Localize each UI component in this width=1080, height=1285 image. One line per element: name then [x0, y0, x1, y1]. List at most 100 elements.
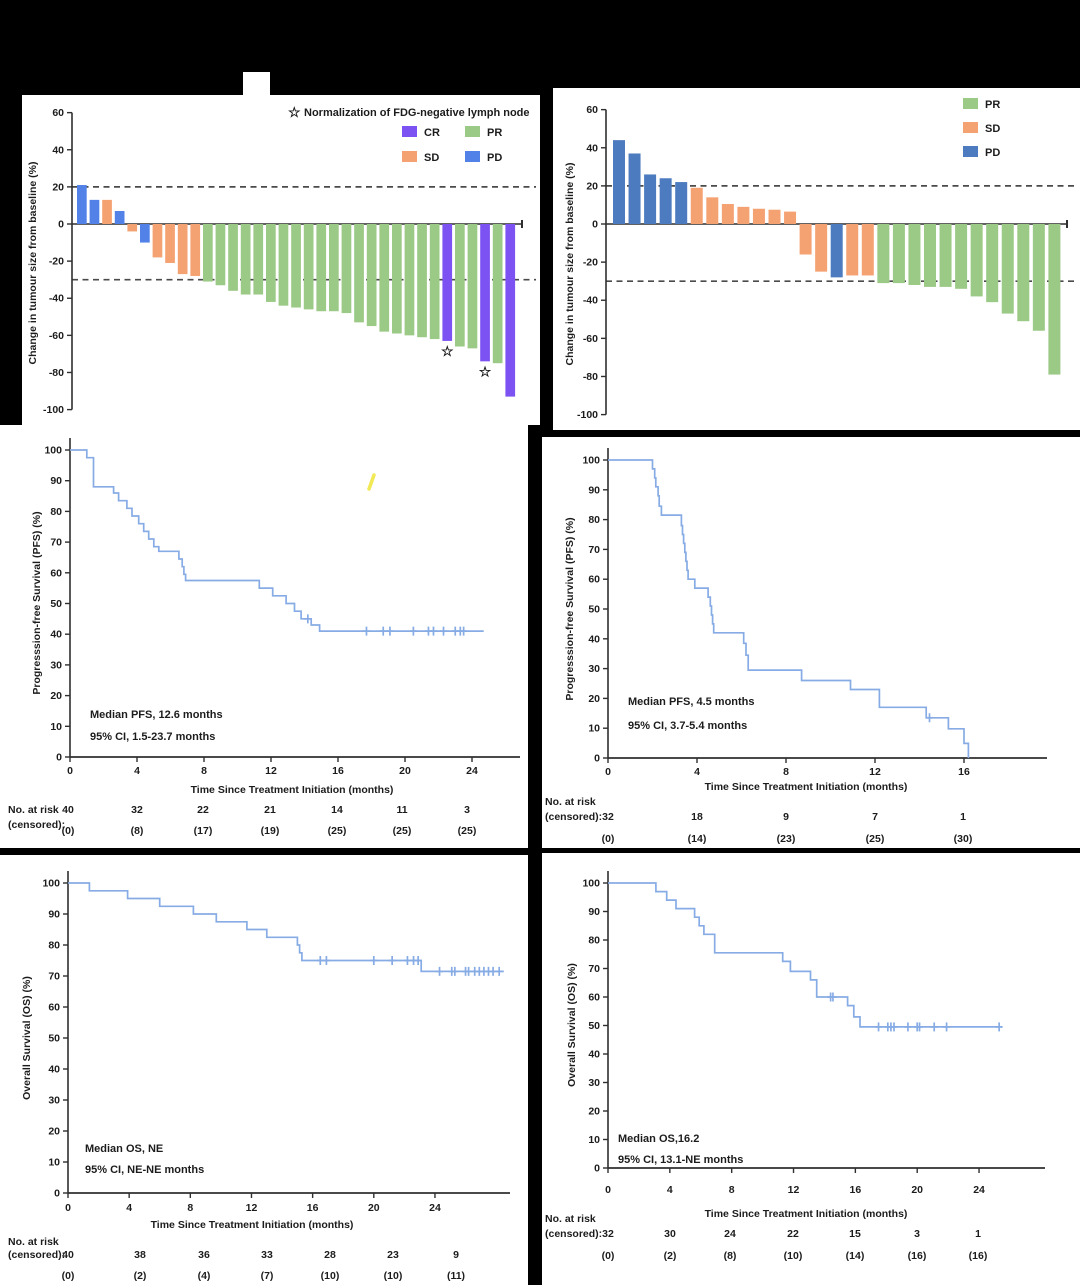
y-tick-label: 40 — [588, 633, 600, 645]
y-tick-label: 20 — [52, 181, 64, 193]
bar-pr — [366, 224, 377, 327]
bar-pr — [266, 224, 276, 302]
legend-label-pr: PR — [985, 99, 1000, 111]
risk-count: 9 — [783, 811, 789, 823]
bar-cr — [442, 224, 453, 341]
y-tick-label: 60 — [586, 104, 598, 116]
risk-count: 32 — [131, 804, 143, 816]
risk-table-label: (censored): — [545, 811, 602, 823]
x-tick-label: 24 — [466, 765, 478, 777]
legend-swatch-sd — [963, 122, 978, 133]
risk-count: 33 — [261, 1249, 273, 1261]
x-tick-label: 0 — [65, 1202, 71, 1214]
bar-pr — [417, 224, 427, 338]
risk-count: 3 — [914, 1228, 920, 1240]
yellow-pen-mark — [367, 473, 376, 491]
median-annotation: Median OS, NE — [85, 1143, 163, 1155]
y-tick-label: 0 — [58, 219, 64, 231]
y-tick-label: 50 — [48, 1033, 60, 1045]
y-axis-label: Progresssion-free Survival (PFS) (%) — [31, 511, 43, 694]
bar-pr — [1032, 224, 1045, 331]
bar-pd — [114, 211, 125, 224]
y-tick-label: 100 — [582, 878, 600, 890]
x-tick-label: 12 — [788, 1184, 800, 1196]
bar-pr — [291, 224, 301, 308]
risk-table-label: (censored): — [545, 1228, 602, 1240]
risk-count: 28 — [324, 1249, 336, 1261]
y-tick-label: 30 — [588, 1077, 600, 1089]
y-tick-label: 60 — [48, 1002, 60, 1014]
legend-label-pd: PD — [985, 147, 1000, 159]
bar-pr — [203, 224, 213, 282]
bar-sd — [846, 224, 859, 276]
x-axis-label: Time Since Treatment Initiation (months) — [705, 1208, 908, 1220]
y-tick-label: 50 — [588, 1020, 600, 1032]
bar-pd — [140, 224, 150, 243]
star-icon: ☆ — [288, 104, 301, 120]
risk-count: 30 — [664, 1228, 676, 1240]
p-waterfall-right-svg: 60 40 20 0 -20 -40 -60 -80 -100 PR SD PD Change in t… — [564, 98, 1077, 421]
y-tick-label: -40 — [583, 295, 598, 307]
bar-pr — [492, 224, 503, 364]
legend-label-pr: PR — [487, 127, 502, 139]
median-annotation: Median PFS, 12.6 months — [90, 709, 223, 721]
y-tick-label: 10 — [588, 723, 600, 735]
risk-count: 14 — [331, 804, 343, 816]
legend-swatch-pd — [465, 151, 480, 162]
y-tick-label: 30 — [48, 1095, 60, 1107]
x-tick-label: 8 — [783, 766, 789, 778]
risk-censored: (25) — [393, 825, 412, 837]
bar-pr — [939, 224, 952, 287]
risk-count: 40 — [62, 804, 74, 816]
x-axis-label: Time Since Treatment Initiation (months) — [151, 1219, 354, 1231]
y-tick-label: 90 — [50, 475, 62, 487]
risk-censored: (8) — [131, 825, 144, 837]
bar-pr — [379, 224, 390, 332]
x-tick-label: 20 — [368, 1202, 380, 1214]
bar-sd — [177, 224, 188, 275]
bar-pd — [644, 174, 657, 224]
x-tick-label: 24 — [973, 1184, 985, 1196]
risk-count: 36 — [198, 1249, 210, 1261]
bar-sd — [190, 224, 201, 276]
risk-censored: (16) — [908, 1250, 927, 1262]
y-tick-label: 20 — [50, 690, 62, 702]
y-tick-label: 90 — [588, 484, 600, 496]
risk-censored: (11) — [447, 1270, 465, 1282]
panel-pfs-left: 100 90 80 70 60 50 40 30 20 10 0 0 4 8 12 16 20 24 Median … — [0, 425, 528, 848]
bar-pd — [628, 153, 641, 224]
panel-waterfall-right: 60 40 20 0 -20 -40 -60 -80 -100 PR SD PD Change in t… — [553, 88, 1080, 430]
risk-censored: (10) — [384, 1270, 403, 1282]
y-tick-label: 10 — [50, 721, 62, 733]
median-annotation: 95% CI, 1.5-23.7 months — [90, 731, 215, 743]
x-tick-label: 16 — [850, 1184, 862, 1196]
bar-pr — [278, 224, 289, 306]
y-tick-label: -100 — [577, 409, 598, 421]
bar-pr — [228, 224, 238, 291]
x-tick-label: 12 — [246, 1202, 258, 1214]
risk-count: 23 — [387, 1249, 399, 1261]
bar-pr — [955, 224, 968, 289]
bar-sd — [784, 211, 797, 224]
y-tick-label: -40 — [49, 293, 64, 305]
x-tick-label: 4 — [694, 766, 700, 778]
y-tick-label: 10 — [48, 1157, 60, 1169]
risk-count: 9 — [453, 1249, 459, 1261]
risk-count: 3 — [464, 804, 470, 816]
y-tick-label: 70 — [50, 537, 62, 549]
risk-censored: (4) — [198, 1270, 211, 1282]
risk-censored: (10) — [784, 1250, 803, 1262]
y-tick-label: -20 — [49, 256, 64, 268]
x-tick-label: 20 — [911, 1184, 923, 1196]
bar-pr — [467, 224, 478, 349]
bar-pr — [316, 224, 327, 312]
bar-sd — [102, 199, 112, 224]
y-tick-label: -60 — [583, 333, 598, 345]
x-tick-label: 0 — [605, 1184, 611, 1196]
bar-pr — [924, 224, 936, 287]
bar-cr — [505, 224, 516, 397]
